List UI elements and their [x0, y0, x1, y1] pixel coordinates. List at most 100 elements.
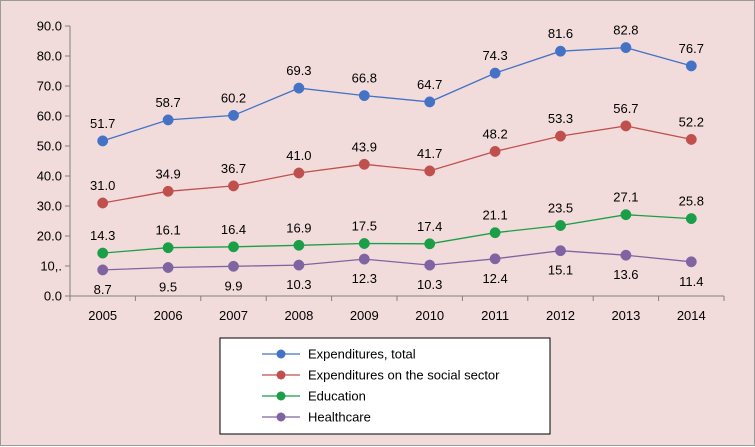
data-point — [162, 262, 174, 273]
legend-marker — [276, 370, 286, 380]
data-point — [162, 242, 174, 254]
data-point — [228, 109, 239, 121]
data-point — [358, 158, 370, 170]
data-label: 52.2 — [679, 114, 704, 129]
y-tick-label: 20.0 — [37, 229, 62, 244]
data-point — [685, 213, 697, 225]
series-layer: 51.7 58.7 60.2 69.3 66.8 64.7 74.3 81.6 82.8 76.7… — [90, 23, 704, 297]
x-tick-label: 2013 — [611, 308, 640, 323]
series-line — [102, 250, 692, 271]
data-label: 23.5 — [548, 201, 573, 216]
data-label: 34.9 — [155, 166, 180, 181]
data-point — [424, 238, 436, 250]
data-point — [162, 114, 174, 126]
data-label: 8.7 — [94, 282, 112, 297]
data-label: 41.0 — [286, 148, 311, 163]
y-tick-label: 70.0 — [37, 79, 62, 94]
data-point — [97, 135, 109, 147]
data-label: 58.7 — [155, 95, 180, 110]
data-label: 10.3 — [286, 277, 311, 292]
data-label: 11.4 — [679, 274, 703, 289]
data-point — [228, 180, 239, 192]
data-point — [424, 259, 436, 271]
data-point — [97, 264, 109, 276]
legend-label: Expenditures, total — [308, 347, 416, 362]
x-tick-label: 2012 — [546, 308, 575, 323]
series-education: 14.3 16.1 16.4 16.9 17.5 17.4 21.1 23.5 27.1 25.8 — [90, 190, 704, 259]
data-point — [293, 82, 305, 94]
x-tick-label: 2009 — [350, 308, 379, 323]
data-point — [555, 130, 566, 142]
data-point — [685, 133, 697, 145]
data-point — [489, 67, 501, 79]
data-point — [293, 167, 305, 179]
data-point — [555, 245, 566, 257]
legend-label: Healthcare — [308, 410, 371, 425]
data-label: 60.2 — [221, 90, 246, 105]
data-label: 31.0 — [90, 178, 115, 193]
data-point — [555, 45, 566, 57]
data-label: 36.7 — [221, 161, 246, 176]
data-label: 64.7 — [417, 77, 442, 92]
x-tick-label: 2008 — [284, 308, 313, 323]
data-point — [97, 197, 109, 209]
data-label: 9.5 — [159, 280, 177, 295]
legend-marker — [276, 391, 286, 401]
series-line — [102, 214, 692, 254]
data-label: 9.9 — [224, 278, 242, 293]
data-label: 76.7 — [679, 41, 704, 56]
data-point — [358, 238, 370, 249]
data-label: 12.3 — [352, 271, 377, 286]
x-tick-label: 2007 — [219, 308, 248, 323]
data-label: 16.1 — [155, 223, 180, 238]
legend-item: Education — [262, 389, 366, 404]
data-label: 13.6 — [613, 267, 638, 282]
data-label: 53.3 — [548, 111, 573, 126]
data-label: 74.3 — [482, 48, 507, 63]
legend-marker — [276, 412, 286, 422]
x-tick-label: 2014 — [677, 308, 706, 323]
x-tick-label: 2011 — [481, 308, 509, 323]
data-point — [358, 253, 370, 265]
data-label: 14.3 — [90, 228, 115, 243]
data-point — [358, 90, 370, 102]
y-tick-label: 50.0 — [37, 139, 62, 154]
y-tick-label: 30.0 — [37, 199, 62, 214]
data-point — [424, 165, 436, 177]
data-label: 15.1 — [548, 263, 573, 278]
data-point — [489, 227, 501, 239]
y-tick-label: 80.0 — [37, 49, 62, 64]
data-label: 21.1 — [482, 208, 507, 223]
data-label: 48.2 — [482, 126, 507, 141]
data-point — [228, 260, 239, 272]
legend-label: Education — [308, 389, 366, 404]
data-label: 66.8 — [352, 71, 377, 86]
data-point — [293, 239, 305, 251]
chart-axes: 0.0 10,. 20.0 30.0 40.0 50.0 60.0 70.0 80.0 90.0 2… — [37, 19, 725, 323]
data-label: 69.3 — [286, 63, 311, 78]
data-point — [620, 42, 632, 54]
data-label: 25.8 — [679, 194, 704, 209]
data-point — [162, 185, 174, 197]
series-line — [102, 125, 692, 204]
series-healthcare: 8.7 9.5 9.9 10.3 12.3 10.3 12.4 15.1 13.6 11.4 — [94, 245, 703, 297]
data-point — [489, 145, 501, 157]
legend-label: Expenditures on the social sector — [308, 368, 500, 383]
legend: Expenditures, total Expenditures on the s… — [219, 337, 551, 435]
legend-item: Expenditures, total — [262, 347, 416, 362]
data-label: 51.7 — [90, 116, 115, 131]
data-label: 82.8 — [613, 23, 638, 38]
data-label: 17.4 — [417, 219, 442, 234]
data-point — [620, 209, 632, 221]
y-tick-label: 10,. — [40, 259, 62, 274]
y-tick-label: 0.0 — [44, 289, 62, 304]
data-label: 56.7 — [613, 101, 638, 116]
data-label: 17.5 — [352, 219, 377, 234]
data-point — [555, 220, 566, 231]
x-tick-label: 2006 — [154, 308, 183, 323]
data-label: 41.7 — [417, 146, 442, 161]
data-label: 27.1 — [613, 190, 638, 205]
x-tick-label: 2005 — [88, 308, 117, 323]
